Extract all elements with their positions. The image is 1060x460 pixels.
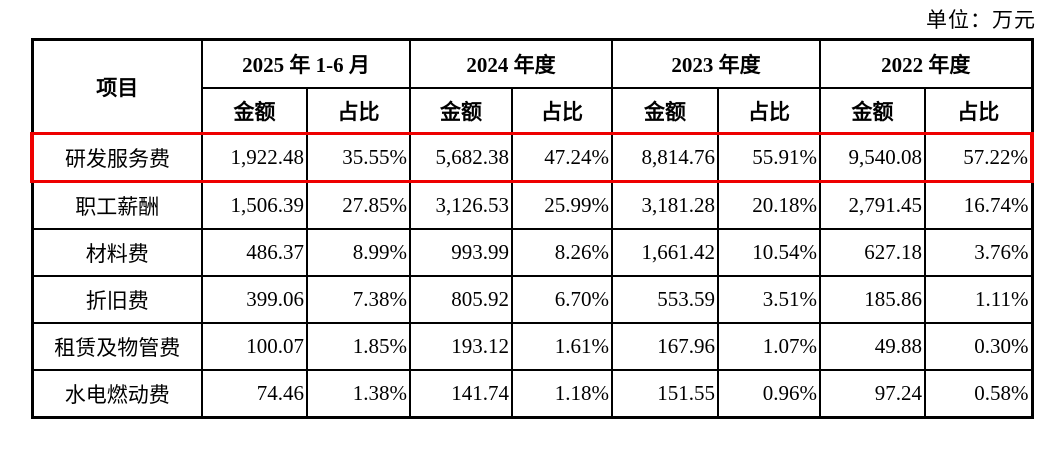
amount-cell: 486.37	[201, 228, 308, 277]
ratio-cell: 35.55%	[306, 132, 411, 183]
item-column-header: 项目	[31, 38, 203, 135]
amount-header: 金额	[819, 87, 926, 135]
ratio-cell: 8.26%	[511, 228, 613, 277]
amount-cell: 399.06	[201, 275, 308, 324]
amount-cell: 1,661.42	[611, 228, 719, 277]
amount-header: 金额	[201, 87, 308, 135]
ratio-cell: 0.58%	[924, 369, 1033, 419]
table-row: 材料费 486.37 8.99% 993.99 8.26% 1,661.42 1…	[31, 228, 1033, 277]
ratio-cell: 1.38%	[306, 369, 411, 419]
row-item-label: 折旧费	[31, 275, 203, 324]
row-item-label: 租赁及物管费	[31, 322, 203, 371]
period-header-row: 项目 2025 年 1-6 月 2024 年度 2023 年度 2022 年度	[31, 38, 1033, 135]
amount-cell: 9,540.08	[819, 132, 926, 183]
ratio-cell: 27.85%	[306, 180, 411, 230]
amount-cell: 627.18	[819, 228, 926, 277]
ratio-cell: 10.54%	[717, 228, 821, 277]
ratio-cell: 7.38%	[306, 275, 411, 324]
ratio-cell: 16.74%	[924, 180, 1033, 230]
expense-breakdown-table: 项目 2025 年 1-6 月 2024 年度 2023 年度 2022 年度 …	[30, 38, 1034, 419]
subheader-row: 金额 占比 金额 占比 金额 占比 金额 占比	[32, 87, 1033, 135]
amount-cell: 3,126.53	[409, 180, 513, 230]
table-row: 水电燃动费 74.46 1.38% 141.74 1.18% 151.55 0.…	[31, 369, 1033, 419]
amount-cell: 3,181.28	[611, 180, 719, 230]
amount-cell: 805.92	[409, 275, 513, 324]
amount-cell: 141.74	[409, 369, 513, 419]
period-header-2024: 2024 年度	[409, 38, 613, 89]
ratio-cell: 55.91%	[717, 132, 821, 183]
ratio-cell: 6.70%	[511, 275, 613, 324]
ratio-cell: 1.18%	[511, 369, 613, 419]
row-item-label: 材料费	[31, 228, 203, 277]
amount-header: 金额	[611, 87, 719, 135]
amount-cell: 8,814.76	[611, 132, 719, 183]
ratio-cell: 25.99%	[511, 180, 613, 230]
ratio-cell: 8.99%	[306, 228, 411, 277]
ratio-cell: 47.24%	[511, 132, 613, 183]
amount-cell: 2,791.45	[819, 180, 926, 230]
table-row-highlighted: 研发服务费 1,922.48 35.55% 5,682.38 47.24% 8,…	[30, 132, 1034, 183]
amount-cell: 993.99	[409, 228, 513, 277]
ratio-header: 占比	[924, 87, 1033, 135]
ratio-cell: 0.30%	[924, 322, 1033, 371]
ratio-cell: 20.18%	[717, 180, 821, 230]
ratio-header: 占比	[717, 87, 821, 135]
ratio-cell: 1.07%	[717, 322, 821, 371]
amount-cell: 5,682.38	[409, 132, 513, 183]
amount-cell: 1,922.48	[201, 132, 308, 183]
table-row: 租赁及物管费 100.07 1.85% 193.12 1.61% 167.96 …	[31, 322, 1033, 371]
row-item-label: 研发服务费	[30, 132, 203, 183]
amount-cell: 74.46	[201, 369, 308, 419]
table-row: 职工薪酬 1,506.39 27.85% 3,126.53 25.99% 3,1…	[31, 180, 1033, 230]
amount-header: 金额	[409, 87, 513, 135]
ratio-header: 占比	[306, 87, 411, 135]
amount-cell: 151.55	[611, 369, 719, 419]
amount-cell: 97.24	[819, 369, 926, 419]
amount-cell: 1,506.39	[201, 180, 308, 230]
ratio-cell: 3.76%	[924, 228, 1033, 277]
amount-cell: 49.88	[819, 322, 926, 371]
table-row: 折旧费 399.06 7.38% 805.92 6.70% 553.59 3.5…	[31, 275, 1033, 324]
ratio-cell: 0.96%	[717, 369, 821, 419]
ratio-cell: 1.85%	[306, 322, 411, 371]
amount-cell: 185.86	[819, 275, 926, 324]
amount-cell: 553.59	[611, 275, 719, 324]
ratio-cell: 1.61%	[511, 322, 613, 371]
row-item-label: 职工薪酬	[31, 180, 203, 230]
ratio-cell: 57.22%	[924, 132, 1034, 183]
period-header-2025h1: 2025 年 1-6 月	[201, 38, 411, 89]
ratio-header: 占比	[511, 87, 613, 135]
amount-cell: 100.07	[201, 322, 308, 371]
ratio-cell: 1.11%	[924, 275, 1033, 324]
unit-label: 单位：万元	[926, 8, 1036, 32]
row-item-label: 水电燃动费	[31, 369, 203, 419]
amount-cell: 167.96	[611, 322, 719, 371]
period-header-2023: 2023 年度	[611, 38, 821, 89]
period-header-2022: 2022 年度	[819, 38, 1033, 89]
amount-cell: 193.12	[409, 322, 513, 371]
ratio-cell: 3.51%	[717, 275, 821, 324]
